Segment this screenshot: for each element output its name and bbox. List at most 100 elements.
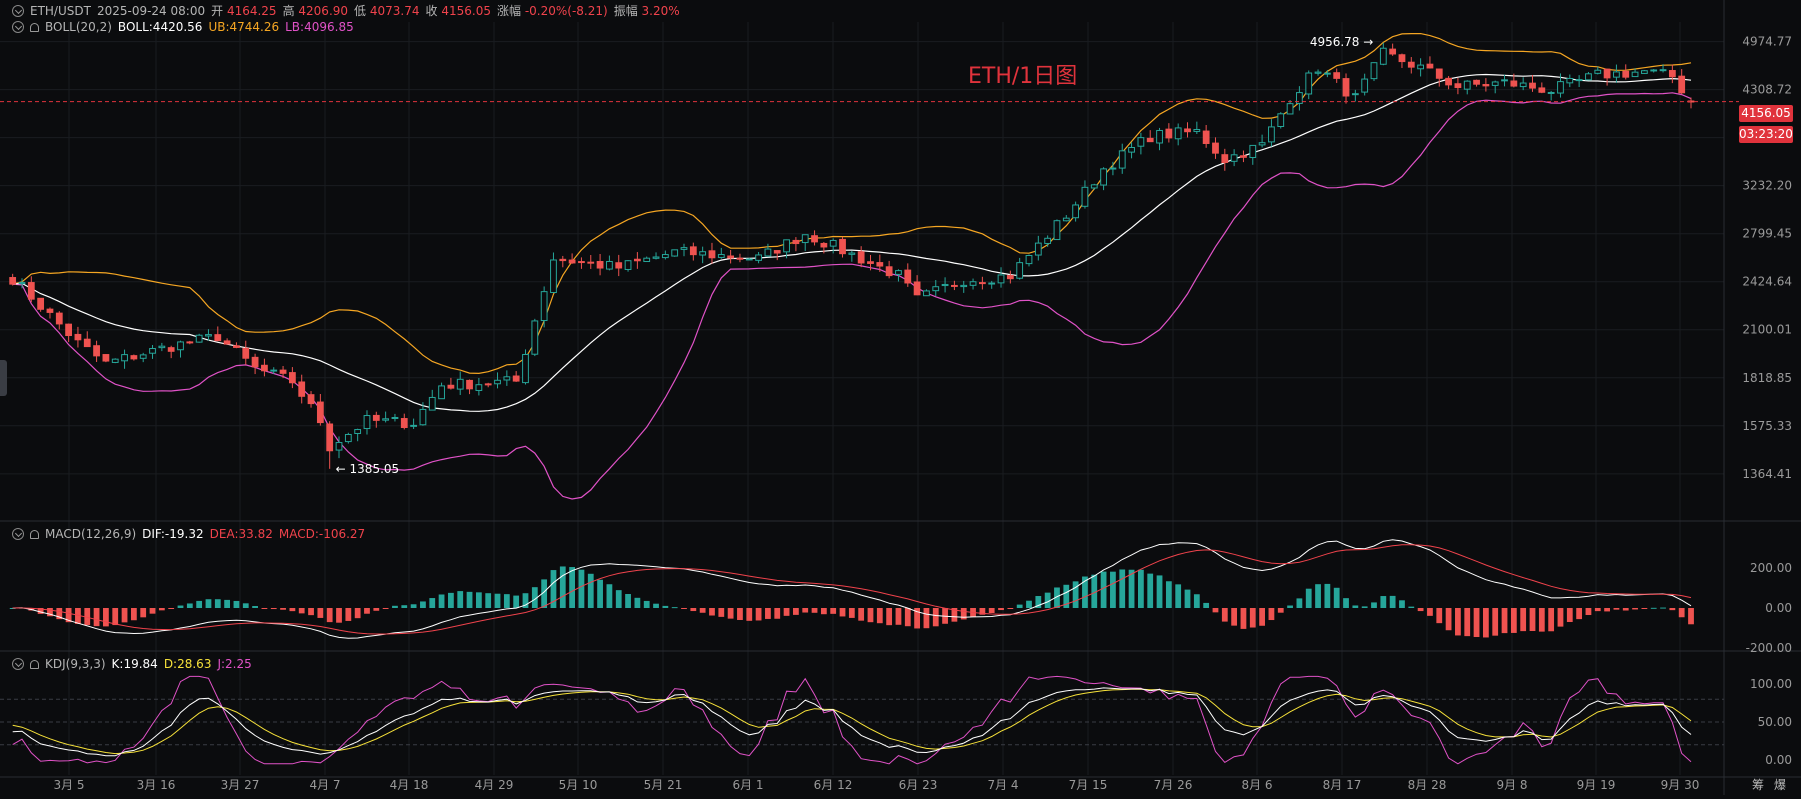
collapse-chevron-icon[interactable] <box>12 658 24 670</box>
candle <box>1510 73 1518 88</box>
candle <box>223 338 231 345</box>
candle <box>1603 68 1611 86</box>
candle-body <box>615 262 623 269</box>
time-tick-label: 8月 28 <box>1408 778 1447 792</box>
collapse-chevron-icon[interactable] <box>12 21 24 33</box>
amp-label: 振幅 <box>613 4 638 18</box>
macd-histogram-bar <box>1445 608 1452 631</box>
candle-body <box>531 320 539 355</box>
low-label: 低 <box>354 4 367 18</box>
time-tick-label: 4月 7 <box>309 778 340 792</box>
time-tick-label: 3月 27 <box>221 778 260 792</box>
candle-body <box>214 334 222 342</box>
candle <box>344 432 352 444</box>
candle <box>1137 132 1145 155</box>
candle-body <box>223 340 231 345</box>
kdj-label: KDJ(9,3,3) <box>45 657 106 671</box>
candle-body <box>941 283 949 287</box>
candle <box>969 278 977 290</box>
bell-icon[interactable] <box>30 22 39 32</box>
collapse-chevron-icon[interactable] <box>12 4 24 17</box>
candle <box>1240 150 1247 163</box>
candle-body <box>1650 69 1658 72</box>
candle <box>1417 58 1425 77</box>
candle <box>121 349 128 369</box>
left-drawer-handle[interactable] <box>0 360 7 396</box>
candle-body <box>1268 126 1275 143</box>
macd-histogram-bar <box>1296 598 1303 608</box>
candle-body <box>279 369 287 374</box>
candle-body <box>242 347 250 359</box>
candle-body <box>736 257 744 260</box>
candle-body <box>1174 127 1182 140</box>
candle-body <box>1109 167 1117 170</box>
candle <box>1128 142 1135 159</box>
candle-body <box>1463 80 1471 90</box>
macd-histogram-bar <box>392 605 398 608</box>
time-tick-label: 9月 19 <box>1577 778 1616 792</box>
macd-histogram-bar <box>802 608 809 613</box>
macd-dif-line <box>12 539 1692 639</box>
candle <box>932 280 940 296</box>
macd-histogram-bar <box>1165 581 1172 608</box>
candle <box>1174 123 1182 146</box>
candle <box>783 239 790 259</box>
candle-body <box>811 235 818 243</box>
candle-body <box>522 353 529 384</box>
candle <box>261 358 268 377</box>
macd-histogram-bar <box>1128 569 1135 608</box>
macd-histogram-bar <box>783 608 790 616</box>
bell-icon[interactable] <box>30 529 39 539</box>
macd-histogram-bar <box>867 608 874 623</box>
macd-histogram-bar <box>876 608 883 624</box>
candle <box>372 411 380 428</box>
price-tick-label: 1575.33 <box>1742 419 1792 433</box>
candle-body <box>755 254 762 261</box>
candle <box>1613 64 1620 83</box>
macd-histogram-bar <box>569 567 576 608</box>
macd-histogram-bar <box>811 608 818 613</box>
candle-body <box>717 254 725 258</box>
kdj-d-line <box>12 688 1692 755</box>
candle <box>1435 68 1443 87</box>
candle-body <box>764 248 772 257</box>
macd-histogram-bar <box>1641 608 1648 609</box>
macd-histogram-bar <box>1557 608 1564 627</box>
chip-distribution-button[interactable]: 筹 <box>1752 778 1765 792</box>
macd-histogram-bar <box>1389 595 1396 608</box>
macd-histogram-bar <box>448 592 454 608</box>
macd-histogram-bar <box>336 608 342 623</box>
candle-body <box>848 252 856 255</box>
macd-histogram-bar <box>513 595 520 608</box>
open-value: 4164.25 <box>226 4 277 18</box>
macd-histogram-bar <box>531 587 538 608</box>
candle-body <box>158 345 166 349</box>
candle-body <box>475 384 483 391</box>
bell-icon[interactable] <box>30 659 39 669</box>
macd-histogram-bar <box>1576 608 1583 620</box>
candle-body <box>1641 70 1648 74</box>
collapse-chevron-icon[interactable] <box>12 528 24 540</box>
candle <box>522 349 529 385</box>
macd-histogram-bar <box>261 608 268 609</box>
candle <box>531 318 539 357</box>
macd-histogram-bar <box>541 579 548 608</box>
candle <box>1631 68 1639 78</box>
candle <box>298 374 306 404</box>
boll-mid-value: BOLL:4420.56 <box>117 20 203 34</box>
time-tick-label: 7月 26 <box>1154 778 1193 792</box>
macd-histogram-bar <box>1277 608 1284 613</box>
candle <box>839 236 846 258</box>
macd-histogram-bar <box>158 608 165 611</box>
macd-tick-label: 0.00 <box>1765 601 1792 615</box>
high-annotation: 4956.78 → <box>1310 35 1374 49</box>
macd-histogram-bar <box>466 591 473 608</box>
liquidation-button[interactable]: 爆 <box>1774 778 1787 792</box>
candle <box>699 246 707 264</box>
low-value: 4073.74 <box>369 4 420 18</box>
macd-histogram-bar <box>1482 608 1489 638</box>
candle-body <box>633 258 641 262</box>
candle-body <box>1006 275 1014 280</box>
candle <box>1296 86 1303 111</box>
